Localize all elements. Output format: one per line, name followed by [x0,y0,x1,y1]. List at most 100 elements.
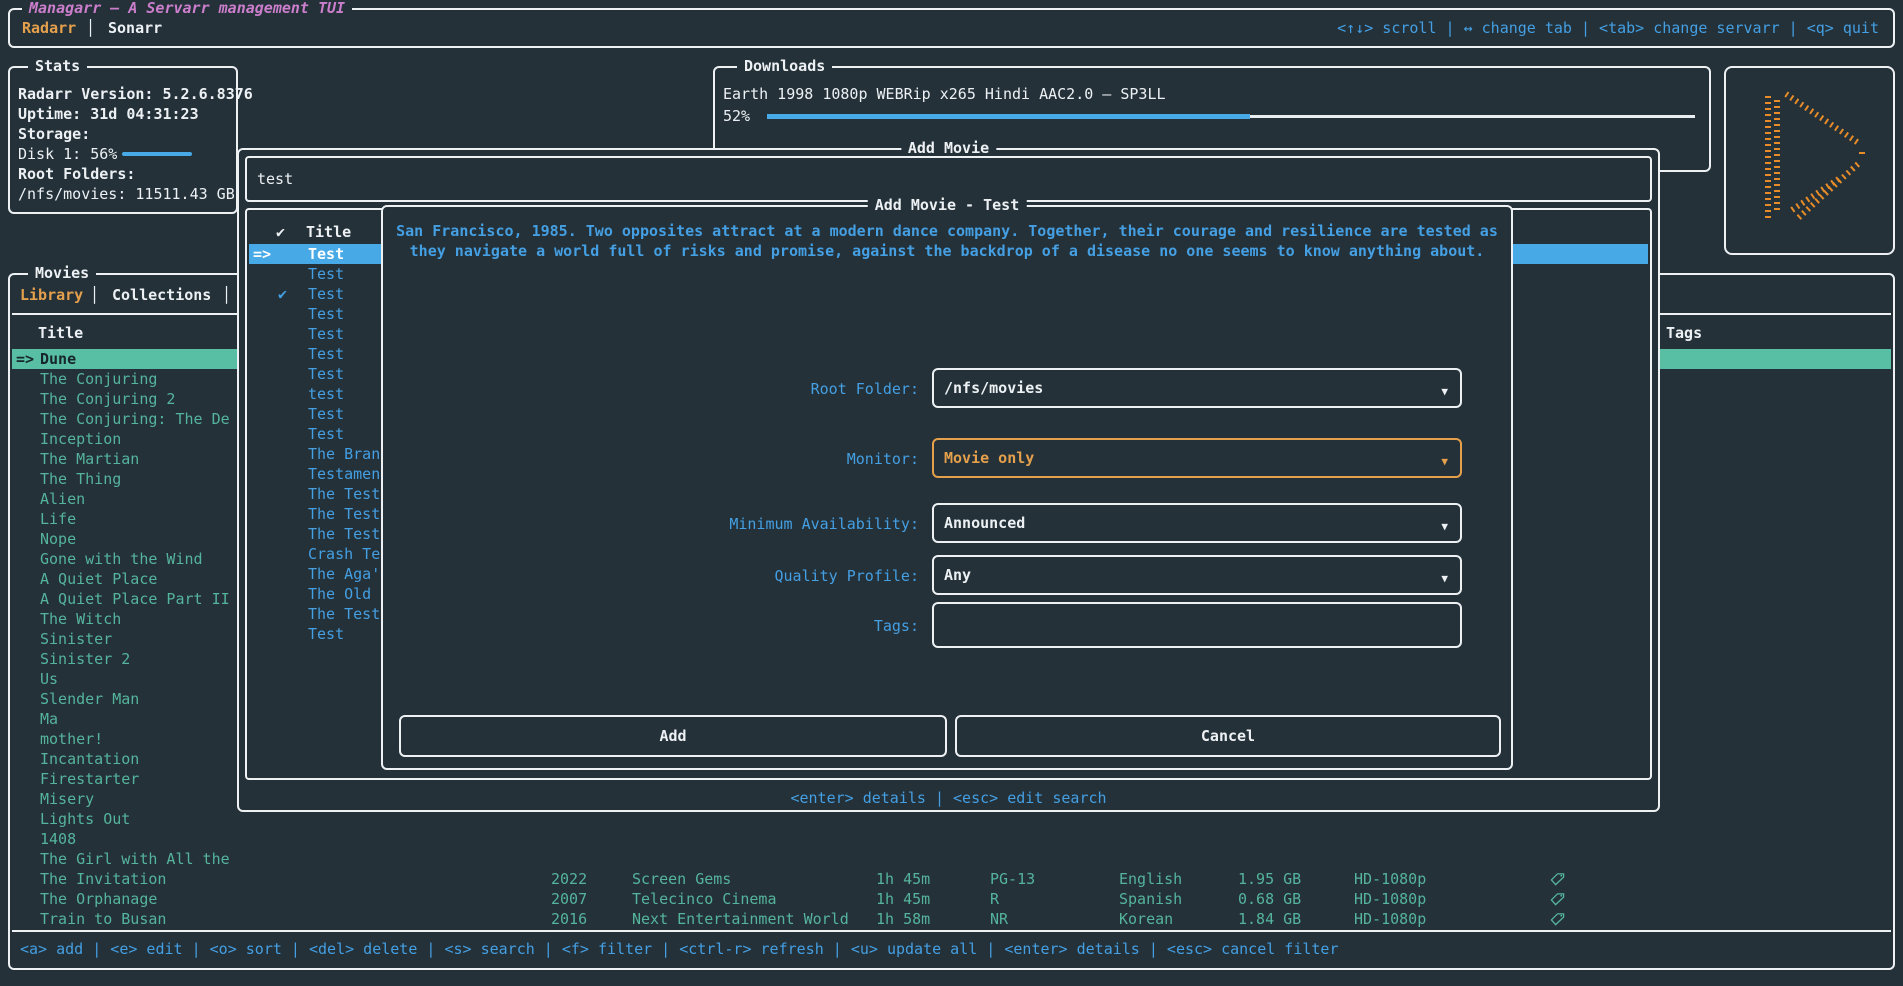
logo-panel [1724,66,1895,255]
result-row[interactable]: Testamen [308,465,381,483]
chevron-down-icon: ▼ [1441,572,1448,585]
result-row[interactable]: Test [308,425,345,443]
add-movie-popup-title: Add Movie [900,138,997,158]
library-keybinds: <a> add | <e> edit | <o> sort | <del> de… [20,940,1339,958]
chevron-down-icon: ▼ [1441,520,1448,533]
movie-row[interactable]: Incantation [40,750,140,768]
column-header-tags: Tags [1666,324,1703,342]
tags-label: Tags: [873,617,919,635]
result-row[interactable]: The Test [308,605,381,623]
stats-version: Radarr Version: 5.2.6.8376 [18,85,253,103]
root-folder-select[interactable]: /nfs/movies ▼ [932,368,1462,408]
movie-row[interactable]: Ma [40,710,59,728]
movie-row[interactable]: The Conjuring 2 [40,390,176,408]
minimum-availability-label: Minimum Availability: [729,515,919,533]
download-progress-bar [767,114,1695,119]
stats-title: Stats [28,56,88,76]
cancel-button[interactable]: Cancel [955,715,1501,757]
tab-separator: │ [86,19,96,37]
movie-row[interactable]: Lights Out [40,810,131,828]
download-percent-label: 52% [723,107,751,125]
movie-row[interactable]: The Thing [40,470,122,488]
movie-row[interactable]: Gone with the Wind [40,550,203,568]
tags-input[interactable] [932,602,1462,648]
stats-disk-label: Disk 1: 56% [18,145,118,163]
tab-collections[interactable]: Collections [112,286,212,304]
result-row[interactable]: test [308,385,345,403]
movie-row[interactable]: The Invitation 2022 Screen Gems 1h 45m PG-1… [12,869,1891,889]
managarr-play-logo-icon [1765,91,1865,223]
movie-row[interactable]: Sinister [40,630,113,648]
tag-icon [1550,911,1565,931]
movie-row[interactable]: Sinister 2 [40,650,131,668]
movie-row[interactable]: Inception [40,430,122,448]
stats-storage-label: Storage: [18,125,91,143]
downloads-title: Downloads [737,56,833,76]
movie-row[interactable]: Life [40,510,77,528]
app-title: Managarr — A Servarr management TUI [22,0,353,18]
stats-rootfolders-label: Root Folders: [18,165,136,183]
tag-icon [1550,871,1565,891]
add-button[interactable]: Add [399,715,947,757]
movie-row[interactable]: A Quiet Place Part II [40,590,230,608]
results-header-title: Title [306,223,352,241]
tab-sonarr[interactable]: Sonarr [108,19,163,37]
chevron-down-icon: ▼ [1441,455,1448,468]
result-row[interactable]: The Old [308,585,372,603]
movie-row[interactable]: Train to Busan 2016 Next Entertainment Wo… [12,909,1891,929]
result-row[interactable]: The Aga' [308,565,381,583]
movie-row[interactable]: Alien [40,490,86,508]
movie-row[interactable]: The Girl with All the [40,850,230,868]
keybind-divider [12,930,1891,932]
movie-row[interactable]: The Witch [40,610,122,628]
result-row[interactable]: Test [308,265,345,283]
quality-profile-label: Quality Profile: [774,567,920,585]
result-row[interactable]: The Test [308,485,381,503]
movie-description-line2: they navigate a world full of risks and … [409,242,1485,260]
chevron-down-icon: ▼ [1441,385,1448,398]
result-row[interactable]: Test [308,365,345,383]
monitor-select[interactable]: Movie only ▼ [932,438,1462,478]
tab-library[interactable]: Library [20,286,84,304]
stats-rootfolder-value: /nfs/movies: 11511.43 GB [18,185,235,203]
minimum-availability-select[interactable]: Announced ▼ [932,503,1462,543]
movie-row[interactable]: The Martian [40,450,140,468]
movie-row[interactable]: 1408 [40,830,77,848]
result-row[interactable]: Test [308,305,345,323]
column-header-title: Title [38,324,84,342]
result-row[interactable]: ✔ Test [278,285,345,303]
movie-row[interactable]: Misery [40,790,95,808]
modal-title: Add Movie - Test [867,195,1027,215]
result-row[interactable]: The Bran [308,445,381,463]
result-row[interactable]: The Test [308,525,381,543]
movie-row[interactable]: Slender Man [40,690,140,708]
root-folder-label: Root Folder: [810,380,919,398]
movie-row[interactable]: Firestarter [40,770,140,788]
result-row[interactable]: Test [308,625,345,643]
quality-profile-select[interactable]: Any ▼ [932,555,1462,595]
check-icon: ✔ [278,285,288,303]
result-row[interactable]: Test [308,405,345,423]
result-row[interactable]: The Test [308,505,381,523]
movie-row[interactable]: Nope [40,530,77,548]
movie-row[interactable]: A Quiet Place [40,570,158,588]
stats-panel: Stats Radarr Version: 5.2.6.8376 Uptime:… [8,56,253,214]
movie-row[interactable]: The Orphanage 2007 Telecinco Cinema 1h 45m… [12,889,1891,909]
monitor-label: Monitor: [846,450,919,468]
result-row[interactable]: Test [308,325,345,343]
movie-row[interactable]: The Conjuring: The De [40,410,230,428]
download-item-name: Earth 1998 1080p WEBRip x265 Hindi AAC2.… [723,85,1166,103]
result-row[interactable]: Test [308,345,345,363]
collections-tab-separator: │ [222,286,232,304]
movie-row[interactable]: The Conjuring [40,370,158,388]
result-row[interactable]: Crash Te [308,545,381,563]
popup-keybinds: <enter> details | <esc> edit search [790,789,1107,807]
add-movie-modal: Add Movie - Test San Francisco, 1985. Tw… [381,195,1513,770]
movie-description-line1: San Francisco, 1985. Two opposites attra… [396,222,1498,240]
movie-row[interactable]: mother! [40,730,104,748]
tab-radarr[interactable]: Radarr [22,19,77,37]
library-tab-separator: │ [90,286,100,304]
search-input-value: test [257,170,294,188]
movie-row[interactable]: Us [40,670,59,688]
